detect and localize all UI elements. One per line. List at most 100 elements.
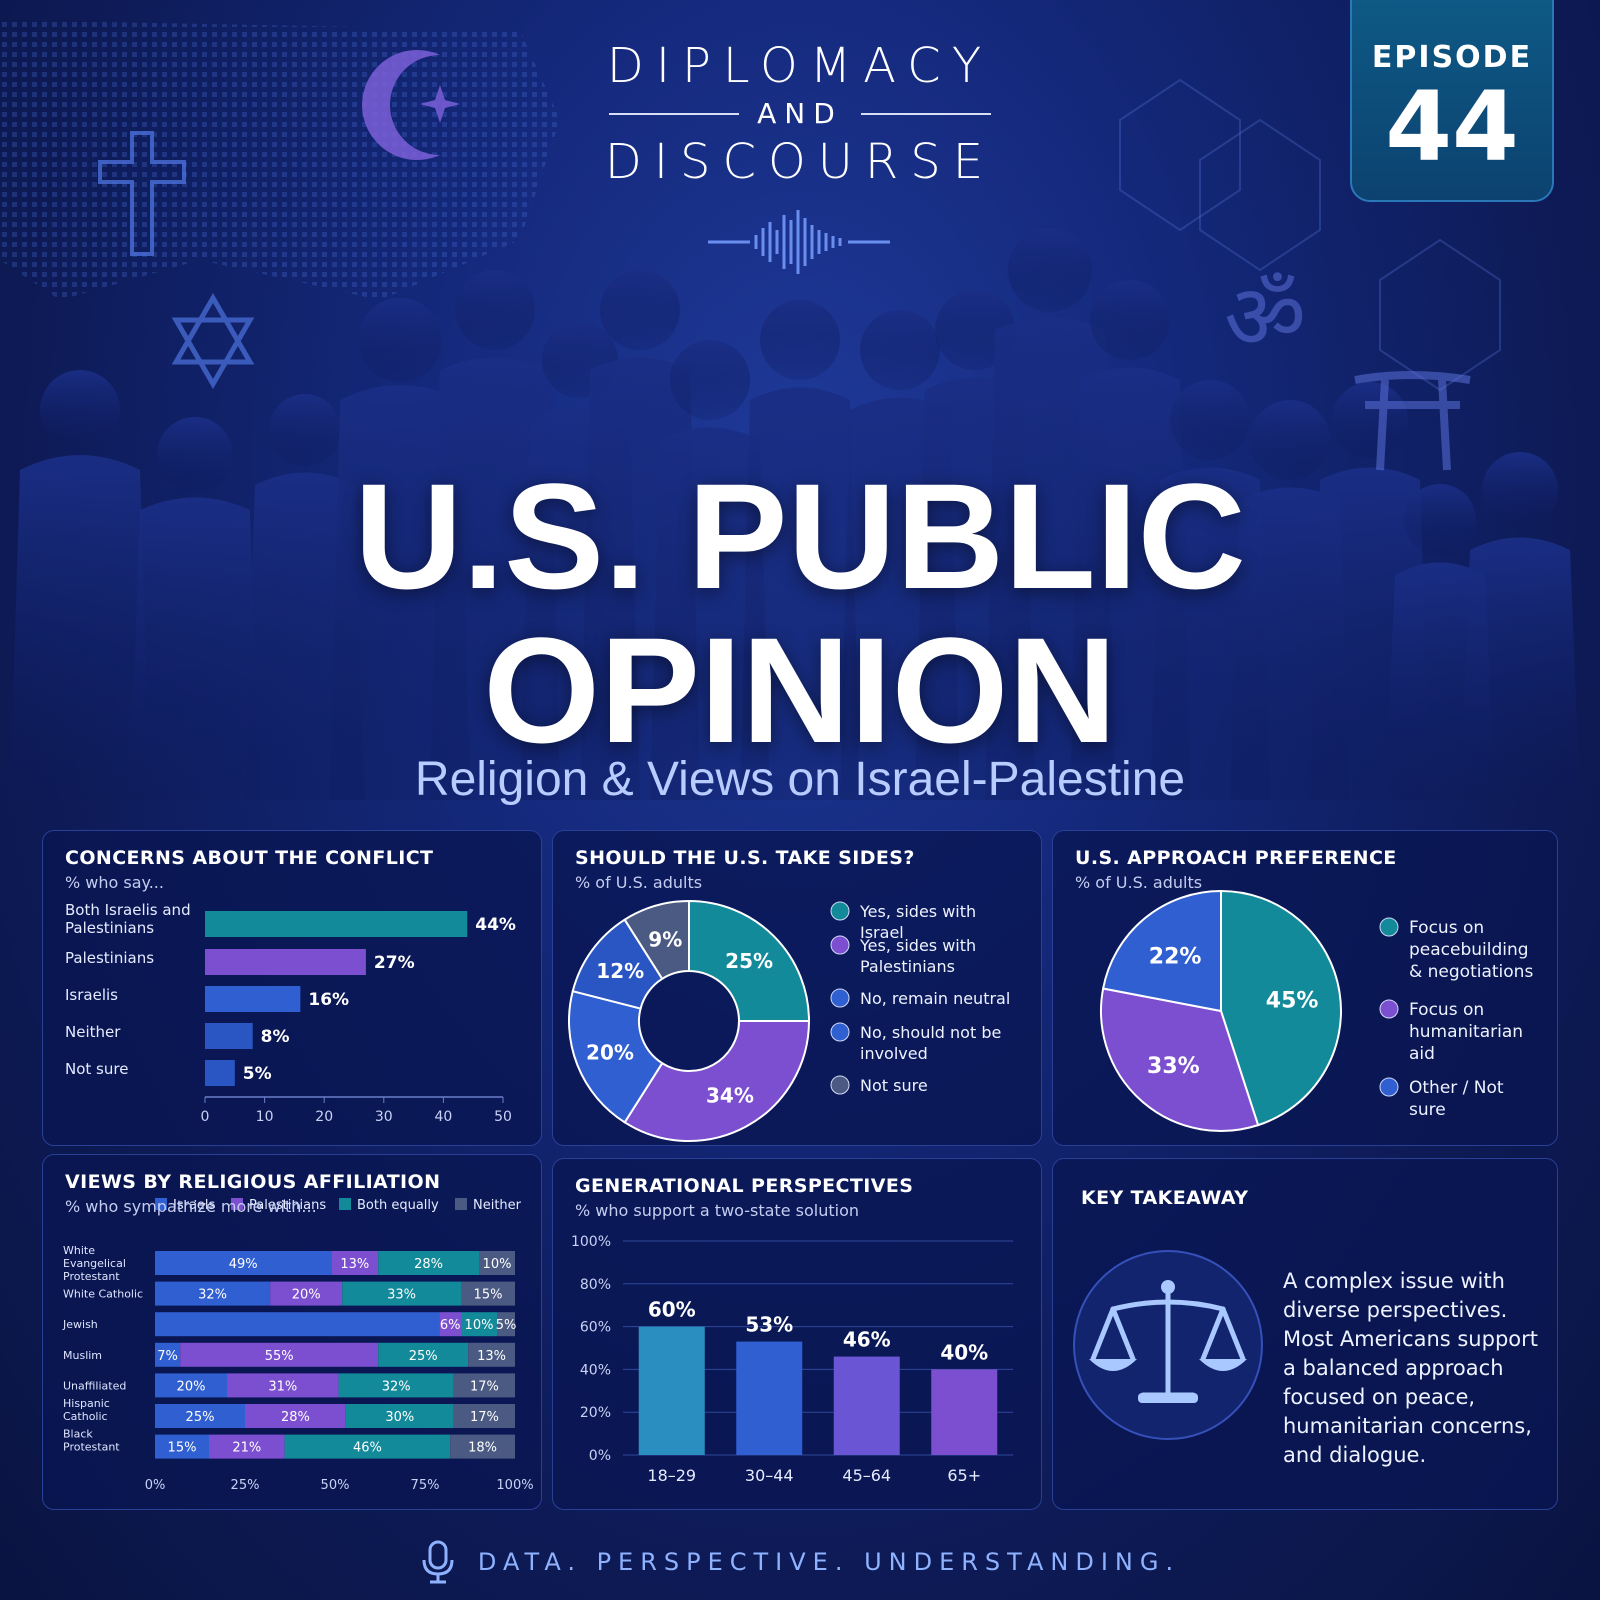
take-sides-slice-label: 12% bbox=[596, 959, 644, 983]
approach-legend-label: Other / Not sure bbox=[1409, 1078, 1504, 1120]
religion-segment bbox=[155, 1281, 271, 1306]
generations-y-tick-label: 60% bbox=[580, 1320, 611, 1336]
concerns-bar bbox=[205, 1060, 235, 1086]
religion-segment bbox=[497, 1312, 515, 1337]
religion-legend-label: Palestinians bbox=[249, 1198, 326, 1213]
generations-y-tick-label: 100% bbox=[571, 1234, 611, 1250]
take-sides-slice-label: 34% bbox=[706, 1083, 754, 1107]
approach-slice bbox=[1101, 889, 1222, 1013]
religion-segment-label: 28% bbox=[414, 1257, 443, 1272]
approach-slice bbox=[1220, 889, 1342, 1127]
religion-x-tick-label: 100% bbox=[496, 1478, 533, 1493]
religion-segment bbox=[245, 1404, 346, 1428]
religion-segment-label: 15% bbox=[168, 1441, 197, 1456]
religion-segment bbox=[155, 1373, 227, 1398]
religion-segment bbox=[453, 1373, 515, 1398]
concerns-value-label: 27% bbox=[374, 953, 415, 973]
religion-chart: Israels Palestinians Both equally Neither Wh… bbox=[62, 1198, 534, 1493]
brand-rule-right bbox=[860, 113, 991, 115]
religion-segment-label: 46% bbox=[353, 1441, 382, 1456]
approach-slice-label: 45% bbox=[1266, 989, 1319, 1014]
religion-segment bbox=[453, 1404, 515, 1428]
religion-legend-label: Neither bbox=[473, 1198, 522, 1213]
religion-subtitle: % who sympathize more with... bbox=[65, 1197, 317, 1216]
religion-segment bbox=[155, 1404, 245, 1428]
footer: DATA. PERSPECTIVE. UNDERSTANDING. bbox=[0, 1540, 1600, 1584]
religion-segment bbox=[284, 1434, 451, 1459]
concerns-chart: Both Israelis and Palestinians 44% Palestin… bbox=[65, 901, 516, 1125]
religion-segment bbox=[378, 1251, 479, 1275]
religion-segment bbox=[342, 1281, 461, 1306]
concerns-value-label: 16% bbox=[308, 990, 349, 1010]
world-map-dots bbox=[0, 20, 560, 300]
religion-segment-label: 30% bbox=[385, 1410, 414, 1425]
takeaway-text: A complex issue with diverse perspective… bbox=[1283, 1269, 1538, 1467]
religion-segment bbox=[209, 1434, 285, 1459]
generations-y-tick-label: 40% bbox=[580, 1362, 611, 1378]
religion-segment-label: 33% bbox=[387, 1288, 416, 1303]
religion-segment-label: 7% bbox=[157, 1349, 178, 1364]
take-sides-legend-swatch bbox=[830, 1075, 850, 1095]
religion-segment bbox=[338, 1373, 454, 1398]
brand-and: AND bbox=[757, 97, 843, 130]
take-sides-title: SHOULD THE U.S. TAKE SIDES? bbox=[575, 847, 915, 869]
brand-line-3: DISCOURSE bbox=[604, 134, 996, 190]
religion-segment-label: 18% bbox=[468, 1441, 497, 1456]
take-sides-legend-swatch bbox=[830, 935, 850, 955]
brand-line-2: AND bbox=[560, 98, 1040, 130]
religion-segment-label: 17% bbox=[470, 1410, 499, 1425]
religion-x-tick-label: 75% bbox=[411, 1478, 440, 1493]
concerns-category-label: Not sure bbox=[65, 1060, 128, 1078]
take-sides-legend-label: No, remain neutral bbox=[860, 989, 1010, 1008]
religion-segment-label: 20% bbox=[292, 1288, 321, 1303]
approach-chart: 45% 33% 22% Focus on peacebuilding & negotiat… bbox=[1100, 889, 1533, 1132]
podcast-brand: DIPLOMACY AND DISCOURSE bbox=[560, 38, 1040, 190]
concerns-bar bbox=[205, 986, 301, 1012]
om-icon: ॐ bbox=[1224, 265, 1306, 370]
religion-segment-label: 5% bbox=[496, 1318, 517, 1333]
generations-title: GENERATIONAL PERSPECTIVES bbox=[575, 1175, 914, 1197]
approach-slice-label: 33% bbox=[1147, 1054, 1200, 1079]
concerns-category-label: Both Israelis and Palestinians bbox=[65, 901, 191, 937]
religion-legend-swatch bbox=[155, 1198, 167, 1210]
take-sides-slice bbox=[623, 899, 690, 981]
religion-category-label: Unaffiliated bbox=[63, 1379, 126, 1392]
generations-y-tick-label: 20% bbox=[580, 1405, 611, 1421]
take-sides-legend-label: Yes, sides with Israel bbox=[859, 902, 976, 942]
religion-segment-label: 31% bbox=[268, 1379, 297, 1394]
concerns-x-tick-label: 40 bbox=[434, 1109, 452, 1125]
footer-tagline: DATA. PERSPECTIVE. UNDERSTANDING. bbox=[477, 1548, 1181, 1576]
religion-legend-swatch bbox=[339, 1198, 351, 1210]
crescent-star-icon bbox=[362, 49, 460, 161]
religion-segment-label: 15% bbox=[474, 1288, 503, 1303]
approach-title: U.S. APPROACH PREFERENCE bbox=[1075, 847, 1397, 869]
crowd-silhouettes bbox=[10, 228, 1580, 800]
religion-segment bbox=[155, 1342, 181, 1367]
religion-segment-label: 28% bbox=[281, 1410, 310, 1425]
take-sides-slice-label: 20% bbox=[586, 1040, 634, 1064]
approach-legend-swatch bbox=[1379, 1077, 1399, 1097]
concerns-value-label: 5% bbox=[243, 1064, 272, 1084]
religion-segment-label: 10% bbox=[465, 1318, 494, 1333]
generations-subtitle: % who support a two-state solution bbox=[575, 1201, 859, 1220]
generations-value-label: 60% bbox=[648, 1298, 696, 1322]
cross-icon bbox=[98, 131, 186, 256]
generations-value-label: 40% bbox=[940, 1340, 988, 1364]
take-sides-slice-label: 9% bbox=[648, 927, 682, 951]
generations-bar bbox=[931, 1369, 998, 1455]
religion-x-tick-label: 0% bbox=[145, 1478, 166, 1493]
religion-x-tick-label: 50% bbox=[321, 1478, 350, 1493]
concerns-subtitle: % who say... bbox=[65, 873, 164, 892]
take-sides-slice bbox=[623, 1020, 811, 1142]
concerns-x-tick-label: 20 bbox=[315, 1109, 333, 1125]
religion-segment-label: 32% bbox=[382, 1379, 411, 1394]
generations-y-tick-label: 0% bbox=[589, 1448, 611, 1464]
approach-legend-label: Focus on peacebuilding & negotiations bbox=[1409, 918, 1533, 982]
religion-segment bbox=[479, 1251, 515, 1275]
religion-segment-label: 13% bbox=[477, 1349, 506, 1364]
religion-segment-label: 55% bbox=[265, 1349, 294, 1364]
religion-legend-label: Israels bbox=[173, 1198, 216, 1213]
take-sides-slice bbox=[568, 989, 664, 1124]
religion-segment-label: 32% bbox=[198, 1288, 227, 1303]
